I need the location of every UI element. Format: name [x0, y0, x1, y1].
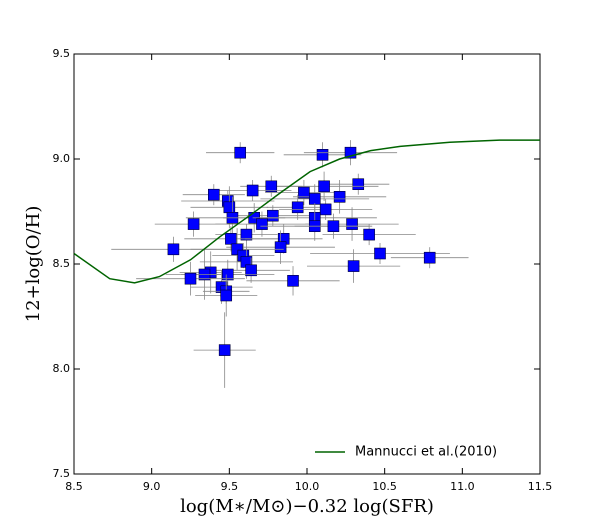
- x-tick-label: 11.5: [528, 480, 553, 493]
- data-point: [347, 260, 360, 272]
- data-point: [256, 218, 268, 230]
- data-point: [220, 289, 233, 302]
- x-tick-label: 10.5: [372, 480, 397, 493]
- data-point: [274, 241, 287, 253]
- y-tick-label: 8.5: [53, 257, 71, 270]
- plot-frame: [73, 53, 541, 475]
- data-point: [223, 201, 236, 214]
- y-tick-label: 8.0: [53, 362, 71, 375]
- data-point: [187, 218, 200, 230]
- data-point: [234, 146, 247, 159]
- data-point: [319, 203, 332, 216]
- data-point: [267, 209, 279, 222]
- x-axis-label: log(M∗/M⊙)−0.32 log(SFR): [180, 496, 434, 517]
- data-point: [287, 274, 299, 287]
- data-point: [344, 146, 357, 159]
- data-point: [245, 264, 257, 277]
- legend-label: Mannucci et al.(2010): [355, 445, 497, 460]
- y-tick-label: 9.0: [53, 152, 71, 165]
- data-point: [167, 243, 180, 256]
- model-line: [73, 139, 540, 284]
- x-tick-label: 9.5: [221, 480, 239, 493]
- data-point: [184, 272, 197, 285]
- data-point: [327, 220, 340, 232]
- data-point: [316, 149, 329, 161]
- x-tick-label: 9.0: [143, 480, 161, 493]
- y-axis-label: 12+log(O/H): [23, 206, 44, 323]
- data-point: [218, 344, 231, 356]
- x-tick-label: 11.0: [450, 480, 475, 493]
- data-point: [231, 243, 243, 256]
- data-point: [352, 178, 365, 190]
- y-tick-label: 9.5: [53, 47, 71, 60]
- data-point: [346, 218, 358, 230]
- data-point: [265, 180, 278, 193]
- data-point: [318, 180, 330, 193]
- data-point: [240, 228, 253, 241]
- data-point: [363, 228, 375, 241]
- data-point: [246, 184, 259, 197]
- data-point: [374, 247, 386, 260]
- x-tick-label: 8.5: [65, 480, 83, 493]
- data-point: [221, 268, 234, 281]
- data-point: [333, 191, 346, 203]
- data-point: [291, 201, 304, 214]
- x-tick-label: 10.0: [295, 480, 320, 493]
- y-tick-label: 7.5: [53, 467, 71, 480]
- data-point: [225, 233, 237, 245]
- data-point: [308, 193, 321, 205]
- data-point: [208, 188, 220, 201]
- data-point: [423, 251, 436, 264]
- data-point: [298, 186, 310, 199]
